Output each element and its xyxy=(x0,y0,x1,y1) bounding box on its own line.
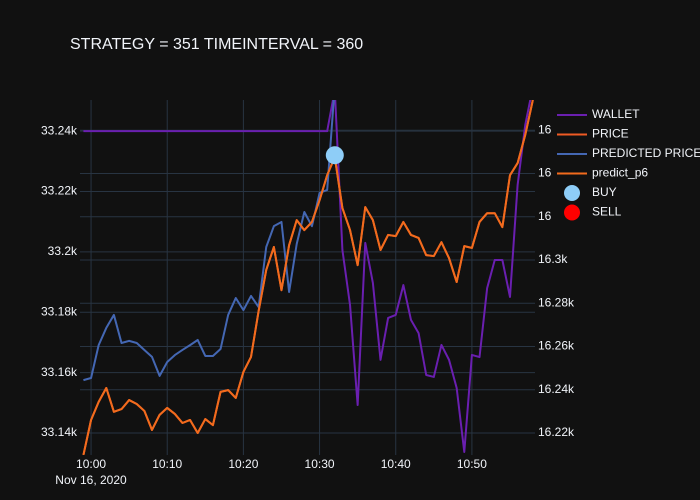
line xyxy=(82,100,534,455)
chart-title: STRATEGY = 351 TIMEINTERVAL = 360 xyxy=(70,36,363,53)
y2-tick-label: 16.26k xyxy=(538,339,575,353)
y-tick-label: 33.18k xyxy=(41,304,78,318)
y-tick-label: 33.2k xyxy=(48,244,78,258)
x-tick-label: 10:10 xyxy=(152,457,182,471)
marker xyxy=(325,146,344,165)
y2-tick-label: 16.24k xyxy=(538,382,575,396)
y2-tick-label: 16.28k xyxy=(538,295,575,309)
line xyxy=(83,100,532,453)
line xyxy=(83,100,335,382)
y2-tick-label: 16.3k xyxy=(538,252,568,266)
legend-symbol xyxy=(564,185,580,201)
x-tick-label: 10:20 xyxy=(228,457,258,471)
y2-tick-label: 16.22k xyxy=(538,425,575,439)
x-tick-label: 10:30 xyxy=(305,457,335,471)
y-tick-label: 33.24k xyxy=(41,123,78,137)
legend-label: PRICE xyxy=(592,127,629,141)
legend-label: predict_p6 xyxy=(592,166,648,180)
y-tick-label: 33.14k xyxy=(41,425,78,439)
legend-label: SELL xyxy=(592,205,622,219)
x-tick-label: 10:50 xyxy=(457,457,487,471)
x-tick-label: 10:00 xyxy=(76,457,106,471)
legend-label: WALLET xyxy=(592,107,640,121)
legend-label: BUY xyxy=(592,185,617,199)
plot-area xyxy=(82,100,534,455)
y-tick-label: 33.16k xyxy=(41,365,78,379)
legend-label: PREDICTED PRICE xyxy=(592,146,700,160)
x-tick-label: 10:40 xyxy=(381,457,411,471)
y-tick-label: 33.22k xyxy=(41,184,78,198)
legend-symbol xyxy=(564,204,580,221)
x-date-label: Nov 16, 2020 xyxy=(55,473,127,487)
